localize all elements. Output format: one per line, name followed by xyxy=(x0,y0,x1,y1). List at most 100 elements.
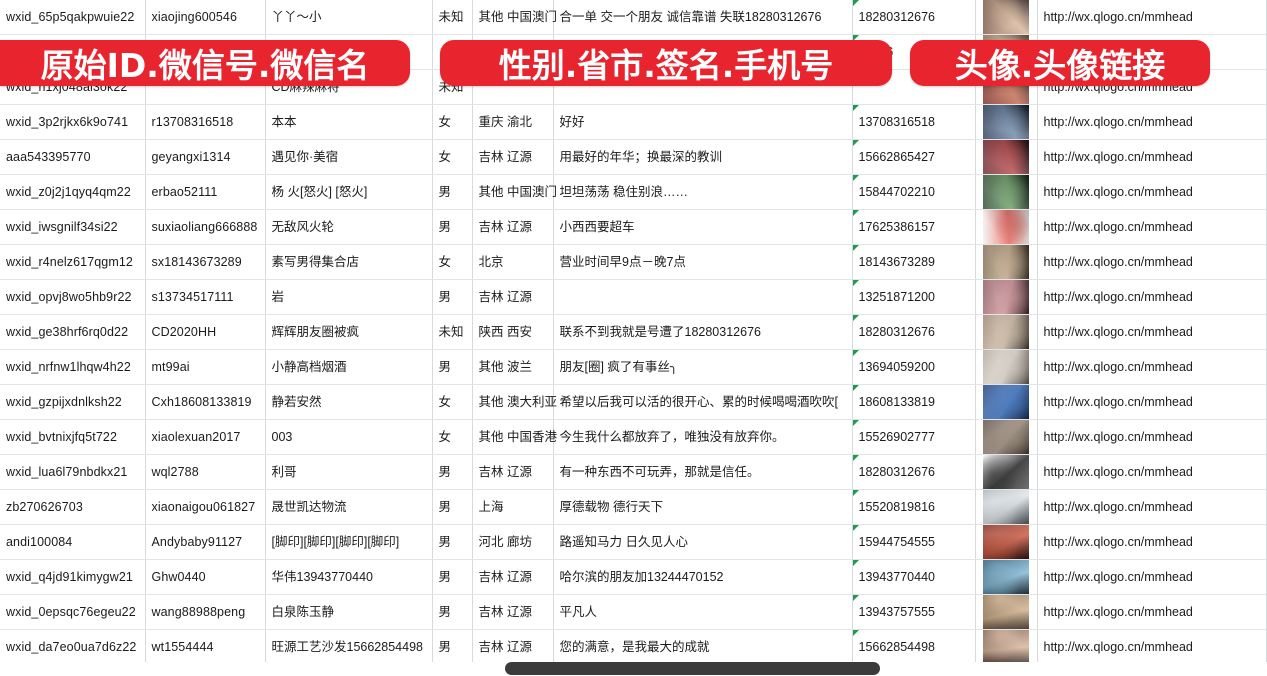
cell-wechat-id[interactable]: erbao52111 xyxy=(145,174,266,210)
cell-phone-number[interactable]: 18143673289 xyxy=(852,244,976,280)
table-row[interactable]: wxid_da7eo0ua7d6z22 wt1554444 旺源工艺沙发156628… xyxy=(0,629,1267,665)
cell-avatar[interactable] xyxy=(975,104,1038,140)
cell-signature[interactable]: 坦坦荡荡 稳住别浪…… xyxy=(553,174,853,210)
cell-region[interactable]: 其他 中国香港 xyxy=(472,419,557,455)
table-row[interactable]: wxid_q4jd91kimygw21 Ghw0440 华伟13943770440 男… xyxy=(0,559,1267,595)
table-row[interactable]: wxid_nrfnw1lhqw4h22 mt99ai 小静高档烟酒男其他 波兰 朋友[… xyxy=(0,349,1267,385)
cell-avatar[interactable] xyxy=(975,384,1038,420)
cell-phone-number[interactable]: 15944754555 xyxy=(852,524,976,560)
cell-signature[interactable]: 厚德载物 德行天下 xyxy=(553,489,853,525)
cell-signature[interactable]: 营业时间早9点－晚7点 xyxy=(553,244,853,280)
cell-avatar[interactable] xyxy=(975,489,1038,525)
cell-avatar-url[interactable]: http://wx.qlogo.cn/mmhead xyxy=(1037,524,1267,560)
cell-gender[interactable]: 女 xyxy=(432,384,473,420)
cell-avatar-url[interactable]: http://wx.qlogo.cn/mmhead xyxy=(1037,279,1267,315)
cell-phone-number[interactable]: 18280312676 xyxy=(852,0,976,35)
cell-gender[interactable]: 男 xyxy=(432,524,473,560)
table-row[interactable]: wxid_0epsqc76egeu22 wang88988peng 白泉陈玉静男吉林… xyxy=(0,594,1267,630)
cell-region[interactable]: 吉林 辽源 xyxy=(472,209,554,245)
cell-wechat-id[interactable]: mt99ai xyxy=(145,349,266,385)
cell-avatar[interactable] xyxy=(975,594,1038,630)
cell-avatar-url[interactable]: http://wx.qlogo.cn/mmhead xyxy=(1037,174,1267,210)
cell-phone-number[interactable]: 13943770440 xyxy=(852,559,976,595)
cell-region[interactable]: 上海 xyxy=(472,489,554,525)
table-row[interactable]: wxid_bvtnixjfq5t722 xiaolexuan2017 003 女其他 … xyxy=(0,419,1267,455)
table-row[interactable]: wxid_opvj8wo5hb9r22 s13734517111 岩男吉林 辽源 13… xyxy=(0,279,1267,315)
cell-signature[interactable]: 联系不到我就是号遭了18280312676 xyxy=(553,314,853,350)
cell-phone-number[interactable]: 15662854498 xyxy=(852,629,976,665)
cell-avatar[interactable] xyxy=(975,139,1038,175)
cell-phone-number[interactable]: 18608133819 xyxy=(852,384,976,420)
cell-avatar[interactable] xyxy=(975,0,1038,35)
cell-wechat-nickname[interactable]: [脚印][脚印][脚印][脚印] xyxy=(265,524,433,560)
cell-gender[interactable]: 男 xyxy=(432,559,473,595)
cell-wechat-nickname[interactable]: 003 xyxy=(265,419,433,455)
cell-gender[interactable]: 女 xyxy=(432,139,473,175)
cell-avatar-url[interactable]: http://wx.qlogo.cn/mmhead xyxy=(1037,384,1267,420)
cell-avatar[interactable] xyxy=(975,419,1038,455)
cell-wechat-id[interactable]: CD2020HH xyxy=(145,314,266,350)
cell-region[interactable]: 吉林 辽源 xyxy=(472,454,554,490)
cell-avatar[interactable] xyxy=(975,629,1038,665)
cell-wechat-nickname[interactable]: 本本 xyxy=(265,104,433,140)
cell-phone-number[interactable]: 17625386157 xyxy=(852,209,976,245)
cell-region[interactable]: 其他 中国澳门 xyxy=(472,174,557,210)
cell-signature[interactable] xyxy=(553,279,853,315)
horizontal-scrollbar-track[interactable] xyxy=(0,662,1267,676)
cell-signature[interactable]: 好好 xyxy=(553,104,853,140)
cell-avatar-url[interactable]: http://wx.qlogo.cn/mmhead xyxy=(1037,209,1267,245)
cell-region[interactable]: 其他 中国澳门 xyxy=(472,0,557,35)
cell-signature[interactable]: 小西西要超车 xyxy=(553,209,853,245)
cell-gender[interactable]: 男 xyxy=(432,629,473,665)
cell-region[interactable]: 重庆 渝北 xyxy=(472,104,554,140)
horizontal-scrollbar-thumb[interactable] xyxy=(505,662,880,675)
table-row[interactable]: zb270626703 xiaonaigou061827 晟世凯达物流男上海 厚德载物… xyxy=(0,489,1267,525)
table-row[interactable]: wxid_z0j2j1qyq4qm22 erbao52111 杨 火[怒火] [怒火… xyxy=(0,174,1267,210)
table-row[interactable]: wxid_65p5qakpwuie22 xiaojing600546 丫丫～小 未知其… xyxy=(0,0,1267,35)
cell-region[interactable]: 河北 廊坊 xyxy=(472,524,554,560)
table-row[interactable]: wxid_3p2rjkx6k9o741 r13708316518 本本女重庆 渝北好… xyxy=(0,104,1267,140)
cell-gender[interactable]: 男 xyxy=(432,279,473,315)
cell-avatar-url[interactable]: http://wx.qlogo.cn/mmhead xyxy=(1037,629,1267,665)
cell-wechat-nickname[interactable]: 静若安然 xyxy=(265,384,433,420)
cell-original-id[interactable]: wxid_da7eo0ua7d6z22 xyxy=(0,629,146,665)
cell-signature[interactable]: 今生我什么都放弃了，唯独没有放弃你。 xyxy=(553,419,853,455)
cell-signature[interactable]: 有一种东西不可玩弄，那就是信任。 xyxy=(553,454,853,490)
cell-region[interactable]: 北京 xyxy=(472,244,554,280)
table-row[interactable]: wxid_r4nelz617qgm12 sx18143673289 素写男得集合店女… xyxy=(0,244,1267,280)
cell-region[interactable]: 其他 澳大利亚 xyxy=(472,384,557,420)
cell-phone-number[interactable]: 18280312676 xyxy=(852,314,976,350)
cell-avatar-url[interactable]: http://wx.qlogo.cn/mmhead xyxy=(1037,489,1267,525)
cell-phone-number[interactable]: 15526902777 xyxy=(852,419,976,455)
cell-phone-number[interactable]: 15844702210 xyxy=(852,174,976,210)
cell-avatar[interactable] xyxy=(975,209,1038,245)
cell-original-id[interactable]: aaa543395770 xyxy=(0,139,146,175)
cell-wechat-id[interactable]: Andybaby91127 xyxy=(145,524,266,560)
cell-wechat-id[interactable]: sx18143673289 xyxy=(145,244,266,280)
cell-phone-number[interactable]: 18280312676 xyxy=(852,454,976,490)
cell-gender[interactable]: 男 xyxy=(432,454,473,490)
cell-wechat-id[interactable]: xiaonaigou061827 xyxy=(145,489,266,525)
cell-wechat-nickname[interactable]: 辉辉朋友圈被疯 xyxy=(265,314,433,350)
cell-signature[interactable]: 合一单 交一个朋友 诚信靠谱 失联18280312676 xyxy=(553,0,853,35)
cell-wechat-nickname[interactable]: 素写男得集合店 xyxy=(265,244,433,280)
cell-phone-number[interactable]: 13708316518 xyxy=(852,104,976,140)
cell-avatar[interactable] xyxy=(975,454,1038,490)
cell-avatar[interactable] xyxy=(975,524,1038,560)
cell-signature[interactable]: 路遥知马力 日久见人心 xyxy=(553,524,853,560)
cell-wechat-nickname[interactable]: 白泉陈玉静 xyxy=(265,594,433,630)
cell-region[interactable]: 吉林 辽源 xyxy=(472,559,554,595)
cell-avatar-url[interactable]: http://wx.qlogo.cn/mmhead xyxy=(1037,244,1267,280)
cell-avatar[interactable] xyxy=(975,174,1038,210)
cell-gender[interactable]: 女 xyxy=(432,244,473,280)
cell-avatar[interactable] xyxy=(975,559,1038,595)
cell-wechat-nickname[interactable]: 遇见你·美宿 xyxy=(265,139,433,175)
cell-original-id[interactable]: wxid_ge38hrf6rq0d22 xyxy=(0,314,146,350)
cell-avatar[interactable] xyxy=(975,314,1038,350)
cell-avatar-url[interactable]: http://wx.qlogo.cn/mmhead xyxy=(1037,314,1267,350)
cell-signature[interactable]: 希望以后我可以活的很开心、累的时候喝喝酒吹吹[ xyxy=(553,384,853,420)
cell-avatar-url[interactable]: http://wx.qlogo.cn/mmhead xyxy=(1037,419,1267,455)
cell-gender[interactable]: 男 xyxy=(432,174,473,210)
cell-original-id[interactable]: wxid_r4nelz617qgm12 xyxy=(0,244,146,280)
cell-signature[interactable]: 平凡人 xyxy=(553,594,853,630)
